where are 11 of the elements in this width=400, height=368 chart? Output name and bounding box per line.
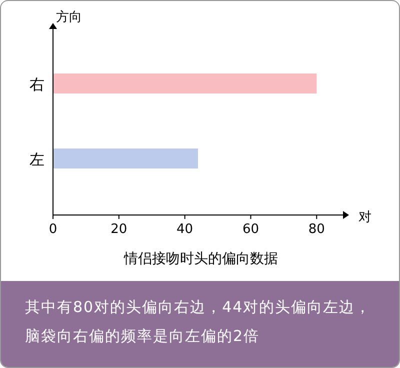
y-axis-title: 方向	[56, 9, 82, 25]
text: 其中有80对的头偏向右边，44对的头偏向左边，脑袋向右偏的频率是向左偏的2倍	[1, 281, 399, 367]
x-tick-label: 80	[308, 222, 325, 237]
x-tick-label: 40	[176, 222, 194, 237]
x-tick-label: 60	[242, 222, 259, 237]
x-tick-label: 0	[48, 222, 58, 237]
x-tick-label: 20	[110, 222, 128, 237]
text: 情侣接吻时头的偏向数据	[123, 251, 278, 267]
x-axis-title: 对	[358, 210, 372, 225]
y-tick-label: 左	[30, 150, 44, 168]
y-tick-label: 右	[30, 76, 44, 94]
